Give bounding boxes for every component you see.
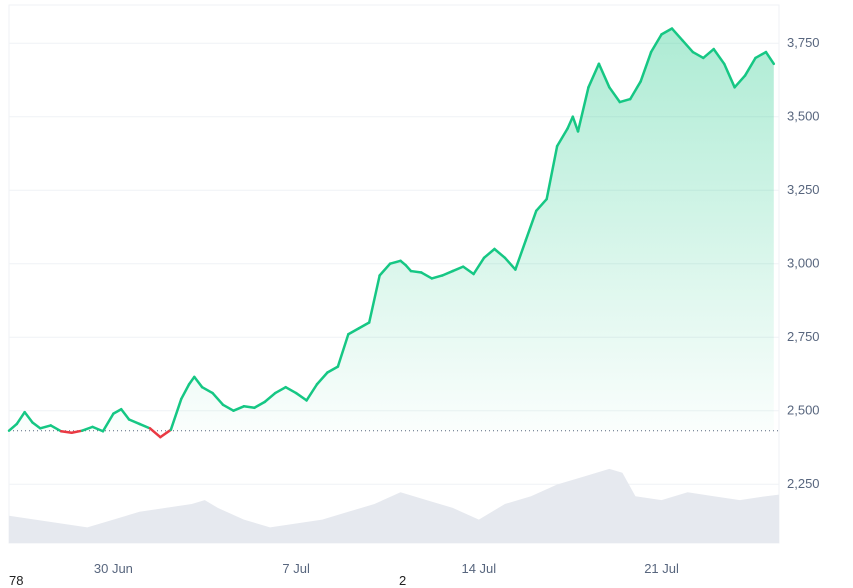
price-line-segment: [566, 115, 575, 130]
x-tick-label: 21 Jul: [644, 561, 679, 576]
price-line-segment: [764, 50, 776, 66]
price-line-segment: [571, 115, 580, 133]
price-line-segment: [159, 428, 173, 439]
price-line-segment: [441, 269, 454, 277]
price-line-segment: [138, 422, 152, 430]
price-line-segment: [70, 429, 84, 435]
y-axis-labels: 2,250 2,500 2,750 3,000 3,250 3,500 3,750: [787, 35, 820, 491]
price-line-segment: [187, 375, 196, 386]
price-line-segment: [127, 418, 141, 426]
price-line-segment: [743, 56, 757, 77]
price-line-segment: [294, 391, 308, 402]
price-line-segment: [23, 410, 34, 424]
price-line-segment: [681, 39, 695, 54]
volume-shape: [9, 468, 779, 543]
price-line-segment: [148, 427, 162, 439]
price-line-segment: [101, 412, 115, 433]
price-line-segment: [576, 86, 590, 133]
price-line-segment: [91, 425, 105, 433]
price-line-segment: [712, 47, 726, 66]
price-line-segment: [535, 197, 548, 213]
y-tick-label: 2,750: [787, 329, 820, 344]
price-line-segment: [482, 247, 496, 260]
price-line-segment: [315, 371, 329, 386]
price-line-segment: [253, 400, 267, 410]
price-lines: [7, 27, 776, 439]
price-line-segment: [39, 424, 53, 430]
price-line-segment: [409, 269, 423, 274]
price-line-segment: [545, 144, 559, 201]
price-line-segment: [357, 321, 371, 330]
price-line-segment: [608, 86, 622, 104]
price-line-segment: [119, 407, 131, 421]
price-line-segment: [587, 62, 601, 89]
price-line-segment: [367, 274, 381, 324]
price-line-segment: [221, 403, 235, 412]
price-line-segment: [493, 247, 507, 260]
price-line-segment: [31, 421, 42, 430]
bottom-cut-text-middle: 2: [399, 573, 407, 588]
price-line-segment: [284, 385, 298, 395]
price-line-segment: [80, 425, 94, 432]
price-line-segment: [232, 405, 246, 412]
price-line-segment: [514, 238, 528, 271]
price-line-segment: [691, 50, 705, 60]
price-line-segment: [263, 391, 277, 404]
price-line-segment: [378, 262, 392, 277]
price-line-segment: [7, 422, 19, 432]
price-line-segment: [472, 256, 486, 276]
volume-area: [9, 468, 779, 543]
y-tick-label: 3,000: [787, 256, 820, 271]
price-line-segment: [211, 391, 225, 407]
price-line-segment: [326, 365, 340, 374]
x-axis-labels: 30 Jun 7 Jul 14 Jul 21 Jul: [94, 561, 679, 576]
price-line-segment: [347, 327, 361, 336]
x-tick-label: 30 Jun: [94, 561, 133, 576]
x-tick-label: 14 Jul: [461, 561, 496, 576]
price-line-segment: [420, 271, 434, 280]
price-line-segment: [670, 27, 684, 42]
price-line-segment: [555, 127, 569, 148]
price-line-segment: [722, 62, 736, 89]
y-tick-label: 3,250: [787, 182, 820, 197]
x-tick-label: 7 Jul: [282, 561, 310, 576]
price-line-segment: [169, 397, 183, 432]
price-line-segment: [639, 50, 653, 83]
price-line-segment: [180, 382, 191, 401]
price-line-segment: [618, 97, 632, 104]
price-line-segment: [193, 375, 204, 389]
y-tick-label: 3,750: [787, 35, 820, 50]
price-line-segment: [702, 47, 715, 60]
price-line-segment: [305, 382, 319, 402]
price-line-segment: [273, 385, 287, 395]
price-line-segment: [597, 62, 611, 89]
price-line-segment: [733, 74, 747, 89]
price-line-segment: [451, 265, 465, 273]
price-line-segment: [660, 27, 674, 36]
price-area: [9, 28, 774, 431]
price-line-segment: [15, 410, 26, 426]
price-line-segment: [430, 274, 444, 280]
price-line-segment: [242, 405, 256, 410]
price-line-segment: [628, 80, 642, 101]
price-line-segment: [388, 259, 402, 265]
price-line-segment: [49, 424, 63, 433]
y-tick-label: 2,250: [787, 476, 820, 491]
price-line-segment: [649, 33, 663, 54]
price-fill: [9, 28, 774, 431]
price-line-segment: [503, 256, 517, 271]
price-line-segment: [404, 263, 413, 273]
price-line-segment: [461, 265, 475, 276]
price-line-segment: [336, 333, 350, 368]
price-line-segment: [200, 385, 214, 395]
price-line-segment: [112, 407, 123, 415]
bottom-cut-text-left: 78: [9, 573, 24, 588]
y-tick-label: 3,500: [787, 109, 820, 124]
price-line-segment: [59, 430, 73, 435]
y-tick-label: 2,500: [787, 403, 820, 418]
price-line-segment: [754, 50, 768, 60]
price-line-segment: [524, 209, 538, 242]
